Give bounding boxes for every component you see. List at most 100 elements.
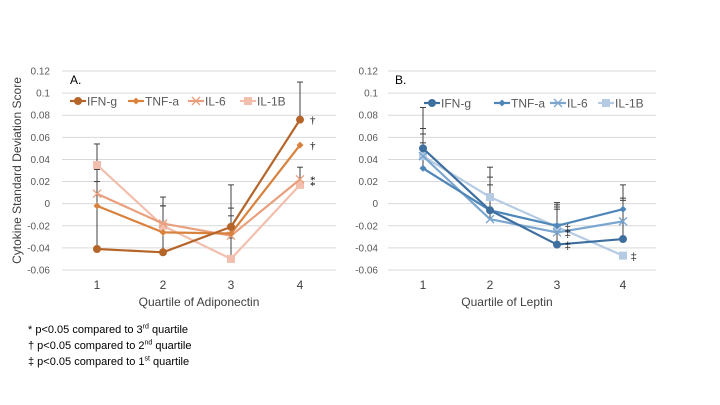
legend-label: IL-1B [615, 97, 644, 111]
y-tick-label: 0.06 [31, 133, 51, 144]
series-il-6 [92, 174, 305, 241]
y-tick-label: 0.04 [359, 155, 379, 166]
data-point [295, 174, 305, 184]
legend-marker-ifn-g [74, 97, 82, 105]
x-tick-label: 3 [554, 278, 561, 292]
series-line [422, 147, 624, 246]
data-point [619, 205, 627, 213]
legend-label: IL-1B [257, 95, 286, 109]
panel-label: A. [70, 73, 81, 87]
y-tick-label: 0.1 [36, 89, 50, 100]
y-tick-label: -0.04 [355, 243, 378, 254]
data-point [419, 144, 427, 153]
x-tick-label: 1 [420, 278, 427, 292]
footnote-2: † p<0.05 compared to 2nd quartile [28, 339, 192, 352]
x-axis-label: Quartile of Adiponectin [139, 295, 260, 309]
y-tick-label: 0.08 [359, 111, 379, 122]
y-tick-label: -0.04 [27, 243, 50, 254]
legend-label: IL-6 [205, 95, 226, 109]
legend-label: IFN-g [87, 95, 117, 109]
series-il-1b [419, 152, 627, 260]
data-point [553, 240, 561, 249]
series-line [422, 155, 624, 234]
series-ifn-g [419, 144, 627, 249]
x-tick-label: 2 [487, 278, 494, 292]
y-tick-label: 0.12 [31, 67, 51, 78]
series-ifn-g [93, 115, 304, 257]
legend-label: TNF-a [511, 97, 545, 111]
significance-marker: † [310, 140, 316, 152]
series-line [96, 164, 301, 261]
legend-label: IL-6 [567, 97, 588, 111]
significance-marker: * [310, 180, 316, 192]
y-axis-label: Cytokine Standard Deviation Score [10, 77, 24, 264]
series-il-1b [93, 160, 304, 263]
data-point [227, 222, 235, 231]
data-point [296, 141, 304, 149]
legend-marker-tnf-a [132, 97, 140, 105]
data-point [619, 235, 627, 244]
data-point [296, 180, 304, 189]
data-point [485, 214, 495, 224]
significance-marker: ‡ [565, 240, 571, 252]
data-point [227, 254, 235, 263]
series-line [422, 167, 624, 227]
data-point [419, 164, 427, 172]
legend-marker-ifn-g [428, 99, 436, 107]
legend-marker-tnf-a [498, 99, 506, 107]
y-tick-label: 0.04 [31, 155, 51, 166]
data-point [159, 221, 167, 230]
x-tick-label: 4 [620, 278, 627, 292]
data-point [93, 244, 101, 253]
data-point [486, 193, 494, 202]
y-tick-label: 0.12 [359, 67, 379, 78]
series-tnf-a [93, 141, 304, 238]
series-il-6 [418, 151, 628, 237]
series-line [96, 144, 301, 235]
y-tick-label: 0.1 [364, 89, 378, 100]
footnote-1: * p<0.05 compared to 3rd quartile [28, 323, 189, 336]
y-tick-label: -0.06 [27, 266, 50, 277]
legend-marker-il-1b [602, 99, 610, 107]
y-tick-label: 0 [372, 199, 378, 210]
legend-marker-il-6 [553, 98, 563, 108]
data-point [93, 160, 101, 169]
significance-marker: * [310, 174, 316, 186]
data-point [486, 206, 494, 215]
y-tick-label: 0.06 [359, 133, 379, 144]
panel-label: B. [395, 73, 406, 87]
legend-marker-il-6 [191, 96, 201, 106]
x-axis-label: Quartile of Leptin [461, 295, 552, 309]
data-point [418, 151, 428, 161]
legend-label: IFN-g [441, 97, 471, 111]
data-point [93, 202, 101, 210]
x-tick-label: 1 [94, 278, 101, 292]
data-point [618, 216, 628, 226]
legend-label: TNF-a [145, 95, 179, 109]
y-tick-label: 0.08 [31, 111, 51, 122]
data-point [92, 189, 102, 199]
footnote-symbol: * [28, 324, 33, 336]
legend-marker-il-1b [244, 97, 252, 105]
legend: IFN-g TNF-a IL-6 IL-1B [424, 97, 644, 111]
series-line [96, 178, 301, 237]
data-point [296, 115, 304, 124]
x-tick-label: 2 [160, 278, 167, 292]
significance-marker: ‡ [565, 222, 571, 234]
y-tick-label: 0.02 [31, 177, 51, 188]
data-point [159, 228, 167, 236]
y-tick-label: 0 [44, 199, 50, 210]
legend: IFN-g TNF-a IL-6 IL-1B [70, 95, 286, 109]
footnote-symbol: ‡ [28, 356, 35, 368]
x-tick-label: 3 [228, 278, 235, 292]
significance-marker: ‡ [565, 227, 571, 239]
data-point [159, 248, 167, 257]
y-tick-label: 0.02 [359, 177, 379, 188]
data-point [158, 219, 168, 229]
data-point [227, 230, 235, 238]
footnote-symbol: † [28, 340, 35, 352]
series-line [96, 119, 301, 254]
significance-marker: † [310, 115, 316, 127]
data-point [553, 222, 561, 230]
